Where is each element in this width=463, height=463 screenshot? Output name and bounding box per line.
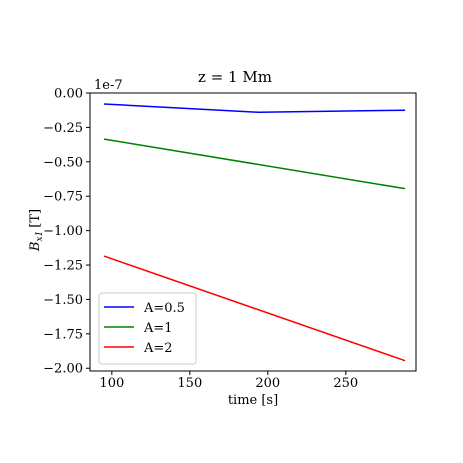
series-line-1 — [103, 103, 406, 114]
axes-frame — [89, 92, 417, 372]
plot-area — [103, 103, 406, 362]
y-tick-label: −2.00 — [43, 362, 83, 377]
x-axis-label: time [s] — [228, 393, 278, 408]
y-tick-label: 0.00 — [54, 87, 83, 102]
x-tick-label: 100 — [99, 376, 124, 391]
chart-title: z = 1 Mm — [198, 68, 272, 86]
y-tick-label: −1.25 — [43, 259, 83, 274]
legend: A=0.5 A=1 A=2 — [98, 292, 197, 365]
legend-label-1: A=0.5 — [143, 301, 185, 316]
y-offset-text: 1e-7 — [94, 78, 123, 93]
y-axis-label: Bx1 [T] — [28, 209, 45, 252]
x-tick-label: 250 — [333, 376, 358, 391]
x-tick-label: 200 — [255, 376, 280, 391]
x-tick-label: 150 — [177, 376, 202, 391]
y-tick-label: −1.50 — [43, 293, 83, 308]
legend-label-3: A=2 — [143, 341, 173, 356]
series-line-3 — [103, 255, 406, 362]
y-tick-label: −1.75 — [43, 327, 83, 342]
y-axis-label-symbol: B — [28, 242, 43, 253]
y-tick-label: −0.75 — [43, 190, 83, 205]
y-axis-label-subscript: x1 — [35, 231, 45, 242]
y-tick-label: −0.50 — [43, 155, 83, 170]
legend-label-2: A=1 — [143, 321, 173, 336]
y-tick-label: −0.25 — [43, 121, 83, 136]
series-line-2 — [103, 138, 406, 190]
y-tick-label: −1.00 — [43, 224, 83, 239]
y-axis-label-unit: [T] — [28, 209, 43, 228]
axis-ticks: 100 150 200 250 0.00 −0.25 −0.50 −0.75 −1.00 −1.2… — [43, 87, 358, 392]
